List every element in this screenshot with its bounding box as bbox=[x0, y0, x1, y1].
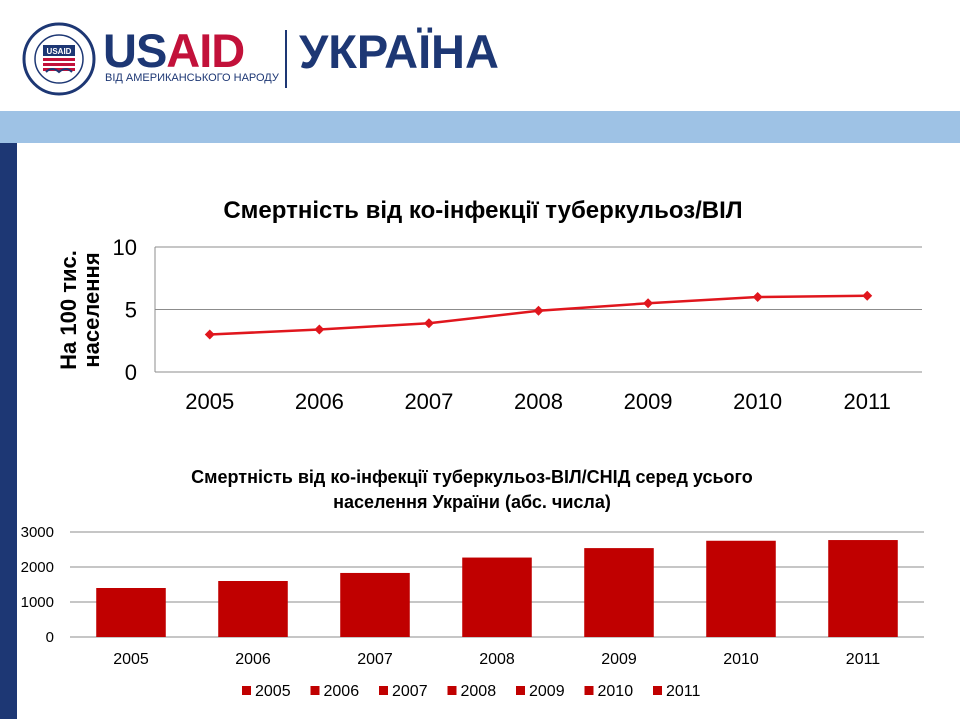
bar-chart-title-line2: населення України (абс. числа) bbox=[333, 492, 611, 512]
line-chart-x-tick-label: 2008 bbox=[514, 389, 563, 414]
bar-chart-legend-label: 2008 bbox=[461, 683, 497, 700]
bar-chart-bar bbox=[96, 588, 166, 637]
line-chart-point bbox=[643, 298, 654, 309]
bar-chart-legend: 2005 2006 2007 2008 2009 2010 2011 bbox=[242, 683, 701, 700]
line-chart-x-tick-label: 2011 bbox=[844, 389, 891, 414]
bar-chart-legend-swatch bbox=[447, 686, 457, 695]
line-chart-x-tick-label: 2006 bbox=[295, 389, 344, 414]
bar-chart-x-tick-label: 2008 bbox=[479, 651, 515, 668]
usaid-seal-logo: USAID bbox=[22, 22, 96, 96]
line-chart-y-tick-label: 5 bbox=[125, 298, 137, 323]
line-chart-x-tick-label: 2009 bbox=[624, 389, 673, 414]
bar-chart-x-tick-label: 2006 bbox=[235, 651, 271, 668]
line-chart-y-tick-label: 10 bbox=[113, 235, 137, 260]
bar-chart-legend-swatch bbox=[516, 686, 525, 695]
bar-chart-title-line1: Смертність від ко-інфекції туберкульоз-В… bbox=[191, 467, 753, 487]
bar-chart-bar bbox=[462, 557, 532, 637]
bar-chart-x-tick-label: 2005 bbox=[113, 651, 149, 668]
bar-chart-legend-swatch bbox=[310, 686, 320, 695]
line-chart-x-ticks: 2005 2006 2007 2008 2009 2010 2011 bbox=[185, 389, 891, 414]
line-chart-x-tick-label: 2007 bbox=[404, 389, 453, 414]
line-chart-point bbox=[533, 305, 544, 316]
bar-chart-legend-swatch bbox=[379, 686, 388, 695]
svg-text:USAID: USAID bbox=[47, 47, 72, 56]
line-chart: Смертність від ко-інфекції туберкульоз/В… bbox=[56, 197, 922, 414]
bar-chart: Смертність від ко-інфекції туберкульоз-В… bbox=[21, 467, 924, 700]
usaid-wordmark: USAID bbox=[103, 24, 245, 77]
bar-chart-bar bbox=[828, 540, 898, 637]
bar-chart-x-tick-label: 2011 bbox=[846, 651, 881, 668]
bar-chart-y-tick-label: 3000 bbox=[21, 524, 54, 541]
line-chart-title: Смертність від ко-інфекції туберкульоз/В… bbox=[223, 197, 742, 224]
line-chart-y-tick-label: 0 bbox=[125, 360, 137, 385]
bar-chart-bar bbox=[706, 540, 776, 637]
bar-chart-legend-label: 2006 bbox=[324, 683, 360, 700]
line-chart-y-ticks: 0 5 10 bbox=[113, 235, 137, 385]
usaid-tagline: ВІД АМЕРИКАНСЬКОГО НАРОДУ bbox=[105, 72, 279, 84]
bar-chart-legend-label: 2005 bbox=[255, 683, 291, 700]
bar-chart-legend-label: 2007 bbox=[392, 683, 428, 700]
line-chart-ylabel-line1: На 100 тис. bbox=[56, 250, 81, 370]
line-chart-x-tick-label: 2005 bbox=[185, 389, 234, 414]
bar-chart-x-tick-label: 2009 bbox=[601, 651, 637, 668]
bar-chart-legend-swatch bbox=[584, 686, 594, 695]
line-chart-point bbox=[423, 318, 434, 329]
bar-chart-x-ticks: 2005 2006 2007 2008 2009 2010 2011 bbox=[113, 651, 880, 668]
bar-chart-bars bbox=[96, 540, 898, 637]
line-chart-series bbox=[204, 290, 873, 340]
bar-chart-bar bbox=[218, 581, 288, 637]
bar-chart-legend-label: 2010 bbox=[598, 683, 634, 700]
bar-chart-y-tick-label: 0 bbox=[46, 629, 54, 646]
bar-chart-legend-swatch bbox=[242, 686, 251, 695]
line-chart-point bbox=[204, 329, 215, 340]
country-name: УКРАЇНА bbox=[299, 25, 499, 78]
line-chart-ylabel: На 100 тис. населення bbox=[56, 250, 104, 370]
logo-divider bbox=[285, 30, 287, 88]
bar-chart-legend-label: 2011 bbox=[666, 683, 701, 700]
left-accent-bar bbox=[0, 143, 17, 719]
bar-chart-legend-swatch bbox=[653, 686, 662, 695]
bar-chart-x-tick-label: 2010 bbox=[723, 651, 759, 668]
line-chart-point bbox=[752, 292, 763, 302]
line-chart-ylabel-line2: населення bbox=[79, 252, 104, 367]
header-band bbox=[0, 111, 960, 143]
bar-chart-y-tick-label: 2000 bbox=[21, 559, 54, 576]
line-chart-x-tick-label: 2010 bbox=[733, 389, 782, 414]
bar-chart-y-tick-label: 1000 bbox=[21, 594, 54, 611]
bar-chart-x-tick-label: 2007 bbox=[357, 651, 393, 668]
bar-chart-legend-label: 2009 bbox=[529, 683, 565, 700]
line-chart-point bbox=[314, 324, 325, 335]
bar-chart-bar bbox=[584, 548, 654, 637]
bar-chart-y-ticks: 0 1000 2000 3000 bbox=[21, 524, 54, 646]
bar-chart-bar bbox=[340, 572, 410, 637]
line-chart-point bbox=[862, 290, 873, 301]
